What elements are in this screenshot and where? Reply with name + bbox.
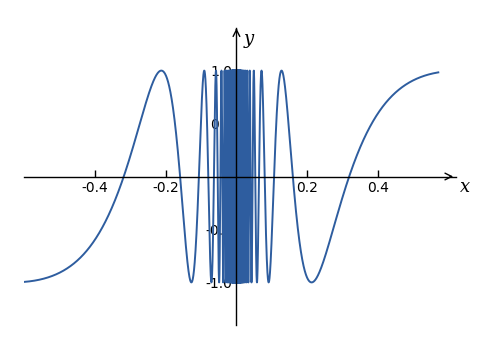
Text: x: x	[459, 178, 469, 196]
Text: y: y	[243, 30, 253, 48]
